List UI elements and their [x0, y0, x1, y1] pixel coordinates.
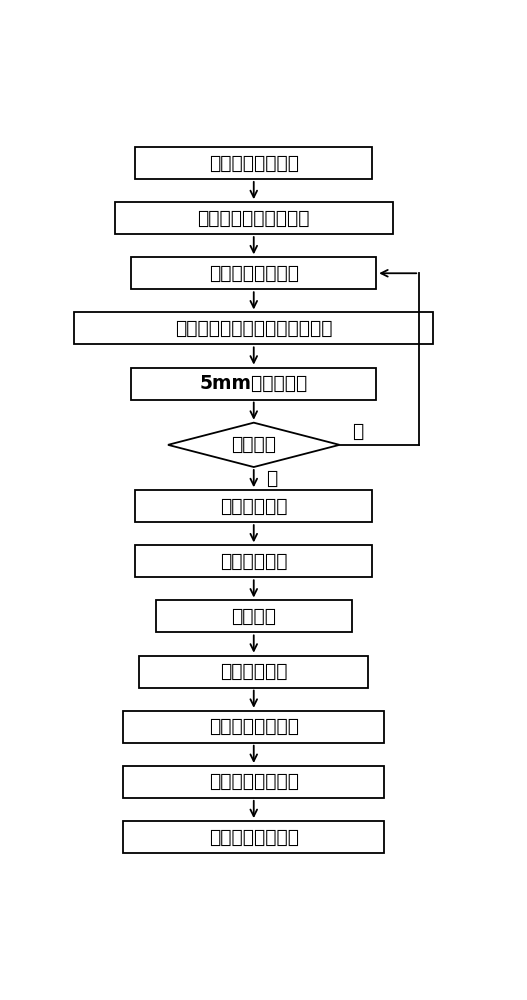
Text: 5mm金属棒振捣: 5mm金属棒振捣 — [200, 374, 308, 393]
Bar — [123, 711, 385, 743]
Text: 装样完毕: 装样完毕 — [231, 435, 276, 454]
Text: 不同方向单向加载: 不同方向单向加载 — [209, 717, 299, 736]
Bar — [115, 202, 393, 234]
Text: 否: 否 — [352, 422, 363, 441]
Text: 反压饱和: 反压饱和 — [231, 607, 276, 626]
Text: 脱气水注入橡皮膜: 脱气水注入橡皮膜 — [209, 264, 299, 283]
Bar — [123, 766, 385, 798]
Bar — [139, 656, 368, 688]
Bar — [74, 312, 433, 344]
Text: 施加初始应力: 施加初始应力 — [220, 662, 288, 681]
Bar — [135, 147, 372, 179]
Bar — [123, 821, 385, 853]
Text: 平整密封砂样: 平整密封砂样 — [220, 497, 288, 516]
Bar — [135, 490, 372, 522]
Text: 土样经漏斗散入橡皮膜一定深度: 土样经漏斗散入橡皮膜一定深度 — [175, 319, 333, 338]
Text: 安装承筒及橡皮膜: 安装承筒及橡皮膜 — [209, 153, 299, 172]
Bar — [131, 368, 376, 400]
Bar — [156, 600, 352, 632]
Bar — [131, 257, 376, 289]
Text: 排气试样站立: 排气试样站立 — [220, 552, 288, 571]
Bar — [135, 545, 372, 577]
Text: 验证初始各向同性: 验证初始各向同性 — [209, 828, 299, 847]
Polygon shape — [168, 423, 339, 467]
Text: 对比应力应变关系: 对比应力应变关系 — [209, 772, 299, 791]
Text: 是: 是 — [266, 469, 277, 488]
Text: 中主应力方向固定承筒: 中主应力方向固定承筒 — [198, 209, 310, 228]
